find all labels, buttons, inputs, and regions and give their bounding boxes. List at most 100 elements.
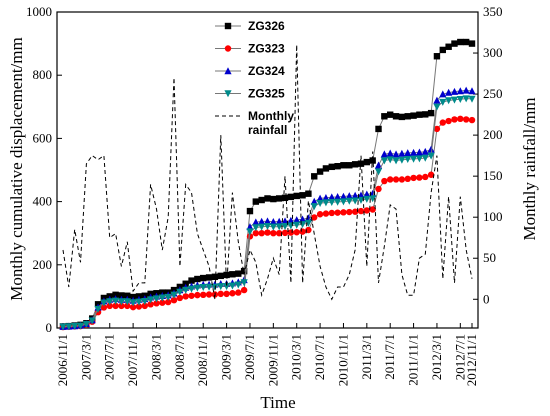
legend-label: ZG326 <box>248 19 285 33</box>
data-point <box>299 228 306 235</box>
data-point <box>334 163 341 170</box>
data-point <box>380 150 388 158</box>
data-point <box>275 223 283 231</box>
data-point <box>339 192 348 200</box>
data-point <box>416 111 423 118</box>
data-point <box>433 53 441 60</box>
data-point <box>82 321 90 329</box>
data-point <box>322 165 330 172</box>
data-point <box>422 173 429 181</box>
plot-area <box>56 11 479 329</box>
data-point <box>65 323 73 331</box>
data-point <box>182 293 189 300</box>
data-point <box>100 304 108 311</box>
data-point <box>281 229 289 237</box>
data-point <box>351 197 359 205</box>
data-point <box>94 305 102 313</box>
data-point <box>445 88 453 96</box>
data-point <box>228 282 237 290</box>
data-point <box>468 40 476 47</box>
data-point <box>205 274 213 281</box>
x-tick-label: 2009/7/1 <box>242 334 257 380</box>
x-tick-label: 2011/11/1 <box>406 334 421 386</box>
data-point <box>439 98 447 106</box>
data-point <box>346 162 353 169</box>
data-point <box>421 154 429 162</box>
data-point <box>224 45 232 52</box>
data-point <box>305 190 312 197</box>
x-tick-label: 2007/11/1 <box>125 334 140 386</box>
data-point <box>369 195 377 203</box>
data-point <box>176 294 184 302</box>
series-line <box>62 44 473 301</box>
data-point <box>224 90 232 98</box>
data-point <box>398 156 406 164</box>
y-left-tick-label: 400 <box>33 194 53 209</box>
data-point <box>404 149 412 157</box>
data-point <box>106 298 114 306</box>
series-monthly-rainfall <box>62 44 473 301</box>
data-point <box>398 149 406 157</box>
data-point <box>439 46 446 54</box>
y-right-tick-label: 150 <box>483 168 503 183</box>
data-point <box>194 291 201 299</box>
x-tick-label: 2008/11/1 <box>195 334 210 386</box>
data-point <box>71 322 79 330</box>
data-point <box>281 194 289 202</box>
data-point <box>235 289 242 296</box>
data-point <box>416 174 423 181</box>
legend-label: Monthly <box>248 109 294 123</box>
legend-item-zg325: ZG325 <box>215 87 285 101</box>
data-point <box>386 156 394 164</box>
data-point <box>170 291 178 299</box>
data-point <box>211 273 219 281</box>
data-point <box>351 191 359 199</box>
data-point <box>217 283 225 291</box>
data-point <box>293 221 301 229</box>
data-point <box>363 158 371 166</box>
data-point <box>229 290 236 297</box>
data-point <box>340 162 347 169</box>
data-point <box>340 209 347 216</box>
data-point <box>375 125 382 133</box>
data-point <box>135 298 143 306</box>
data-point <box>381 177 388 185</box>
data-point <box>153 300 160 307</box>
data-point <box>322 210 330 217</box>
x-tick-label: 2011/3/1 <box>359 334 374 380</box>
data-point <box>252 230 260 237</box>
data-point <box>328 199 336 207</box>
data-point <box>293 229 300 236</box>
y-axis-right-title: Monthly rainfall/mm <box>520 97 539 240</box>
y-left-tick-label: 200 <box>33 257 53 272</box>
data-point <box>170 296 178 304</box>
x-tick-label: 2009/11/1 <box>265 334 280 386</box>
x-tick-label: 2012/11/1 <box>464 334 479 386</box>
legend-item-zg323: ZG323 <box>215 42 285 56</box>
data-point <box>224 22 232 30</box>
legend-label: ZG324 <box>248 64 285 78</box>
data-point <box>129 303 137 311</box>
data-point <box>264 195 271 202</box>
data-point <box>346 208 353 216</box>
data-point <box>462 86 470 94</box>
x-tick-label: 2010/3/1 <box>289 334 304 380</box>
y-left-tick-label: 600 <box>33 130 53 145</box>
data-point <box>234 281 242 289</box>
data-point <box>451 116 458 123</box>
data-point <box>421 147 429 155</box>
data-point <box>310 197 318 205</box>
data-point <box>386 149 394 157</box>
data-point <box>240 267 248 275</box>
legend-label: ZG323 <box>248 42 285 56</box>
data-point <box>456 87 464 95</box>
y-right-tick-label: 0 <box>483 291 490 306</box>
data-point <box>322 199 330 207</box>
x-tick-label: 2007/7/1 <box>102 334 117 380</box>
data-point <box>316 194 324 202</box>
data-point <box>229 271 236 278</box>
data-point <box>258 196 265 204</box>
data-point <box>223 283 231 291</box>
data-point <box>468 95 476 103</box>
